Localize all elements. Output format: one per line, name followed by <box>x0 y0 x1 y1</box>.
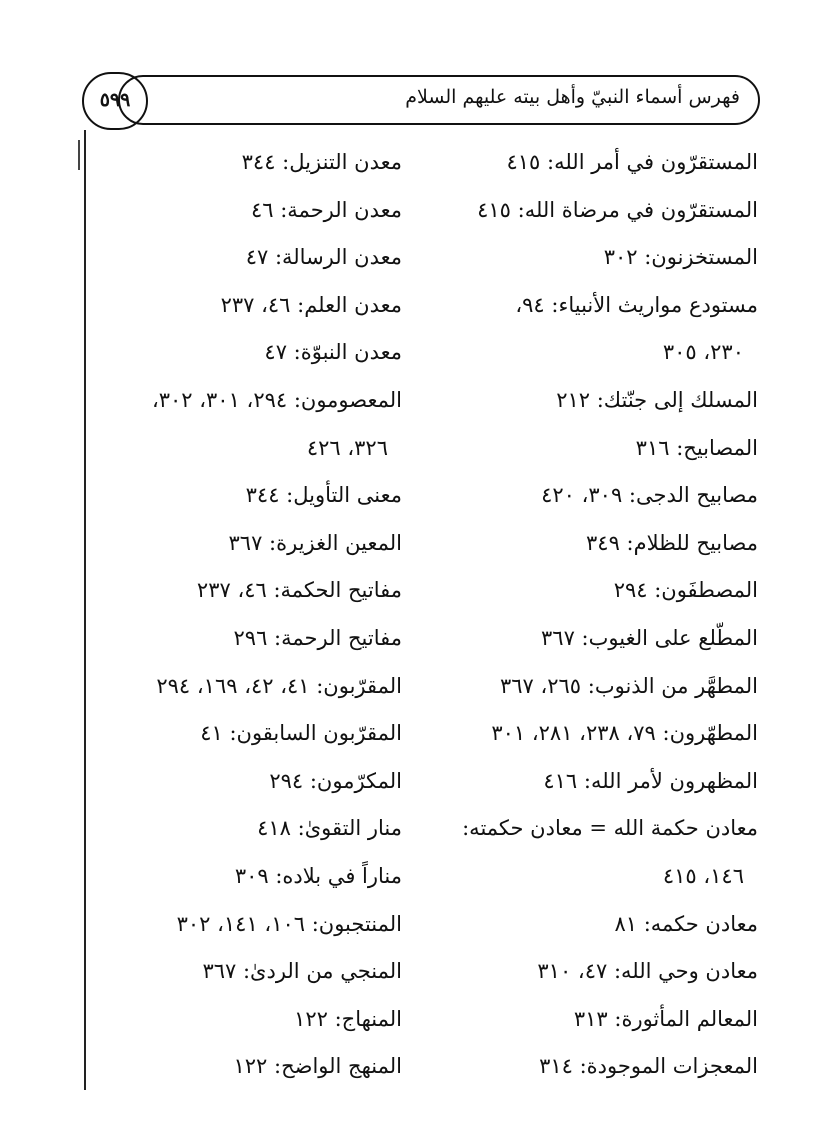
index-entry: المعجزات الموجودة: ٣١٤ <box>539 1054 758 1079</box>
index-entry: المصابيح: ٣١٦ <box>635 435 758 460</box>
index-entry: المقرّبون: ٤١، ٤٢، ١٦٩، ٢٩٤ <box>156 673 402 698</box>
index-entry: المنتجبون: ١٠٦، ١٤١، ٣٠٢ <box>176 911 402 936</box>
index-entry: المطهَّر من الذنوب: ٢٦٥، ٣٦٧ <box>499 673 758 698</box>
index-entry: المعالم المأثورة: ٣١٣ <box>573 1006 758 1031</box>
index-column-right: المستقرّون في أمر الله: ٤١٥ المستقرّون في… <box>428 142 758 1094</box>
index-entry: مصابيح الدجى: ٣٠٩، ٤٢٠ <box>541 483 758 508</box>
margin-rule <box>84 130 86 1090</box>
index-entry: المظهرون لأمر الله: ٤١٦ <box>543 768 758 793</box>
index-entry: منار التقوىٰ: ٤١٨ <box>257 816 402 841</box>
index-entry: معنى التأويل: ٣٤٤ <box>245 483 402 508</box>
index-entry-continuation: ٣٢٦، ٤٢٦ <box>306 435 388 460</box>
index-entry: المنهج الواضح: ١٢٢ <box>233 1054 402 1079</box>
index-entry: المطّلع على الغيوب: ٣٦٧ <box>541 625 758 650</box>
margin-rule-short <box>78 140 80 170</box>
index-entry: مفاتيح الرحمة: ٢٩٦ <box>233 625 402 650</box>
index-entry: مستودع مواريث الأنبياء: ٩٤، <box>515 292 758 317</box>
index-entry: المكرّمون: ٢٩٤ <box>269 768 402 793</box>
index-entry: المعصومون: ٢٩٤، ٣٠١، ٣٠٢، <box>151 387 402 412</box>
index-entry: المطهّرون: ٧٩، ٢٣٨، ٢٨١، ٣٠١ <box>491 721 758 746</box>
index-entry: مناراً في بلاده: ٣٠٩ <box>234 863 402 888</box>
index-entry: معادن حكمه: ٨١ <box>614 911 758 936</box>
index-entry: المعين الغزيرة: ٣٦٧ <box>228 530 402 555</box>
index-entry: المنجي من الردىٰ: ٣٦٧ <box>202 959 402 984</box>
index-entry: المصطفَون: ٢٩٤ <box>613 578 758 603</box>
page-number: ٥٩٩ <box>82 72 148 130</box>
index-entry: المستخزنون: ٣٠٢ <box>603 245 758 270</box>
index-entry: معدن التنزيل: ٣٤٤ <box>241 150 402 174</box>
index-entry: المستقرّون في أمر الله: ٤١٥ <box>506 150 759 174</box>
running-header: فهرس أسماء النبيّ وأهل بيته عليهم السلام <box>118 75 760 125</box>
index-entry: معادن حكمة الله = معادن حكمته: <box>462 816 758 841</box>
index-entry: المنهاج: ١٢٢ <box>294 1006 402 1031</box>
index-entry: المسلك إلى جنّتك: ٢١٢ <box>556 387 758 412</box>
index-entry-continuation: ٢٣٠، ٣٠٥ <box>662 340 744 365</box>
index-entry: مفاتيح الحكمة: ٤٦، ٢٣٧ <box>196 578 402 603</box>
index-entry: معدن النبوّة: ٤٧ <box>264 340 402 365</box>
index-entry: المقرّبون السابقون: ٤١ <box>200 721 402 746</box>
index-entry: معادن وحي الله: ٤٧، ٣١٠ <box>537 959 758 984</box>
index-column-left: معدن التنزيل: ٣٤٤ معدن الرحمة: ٤٦ معدن الر… <box>82 142 402 1094</box>
index-entry: معدن الرحمة: ٤٦ <box>250 197 402 222</box>
index-entry: مصابيح للظلام: ٣٤٩ <box>586 530 758 555</box>
index-entry: معدن الرسالة: ٤٧ <box>245 245 402 270</box>
index-entry: معدن العلم: ٤٦، ٢٣٧ <box>220 292 402 317</box>
index-entry-continuation: ١٤٦، ٤١٥ <box>662 863 744 888</box>
index-entry: المستقرّون في مرضاة الله: ٤١٥ <box>477 197 758 222</box>
header-title: فهرس أسماء النبيّ وأهل بيته عليهم السلام <box>405 86 740 108</box>
